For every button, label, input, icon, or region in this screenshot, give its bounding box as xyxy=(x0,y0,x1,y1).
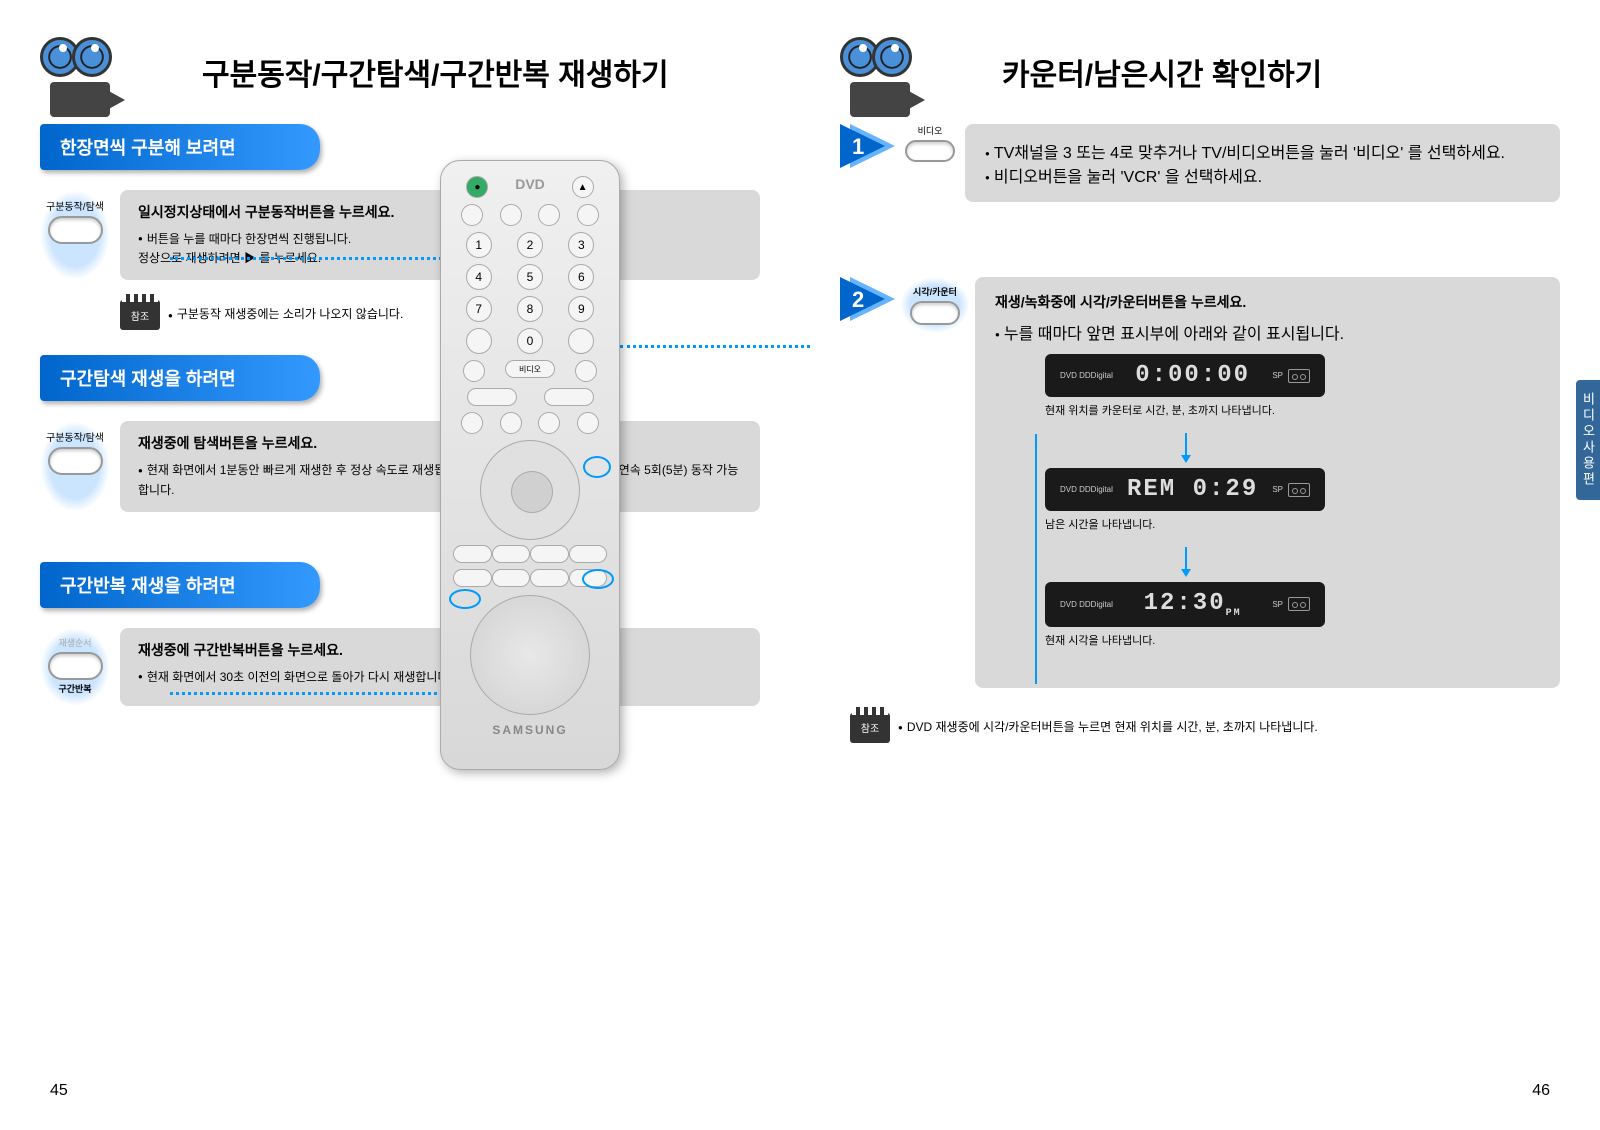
arrow-down-icon xyxy=(1185,433,1187,458)
step-number-2: 2 xyxy=(840,277,895,322)
section-2-content: 구분동작/탐색 재생중에 탐색버튼을 누르세요. 현재 화면에서 1분동안 빠르… xyxy=(40,421,760,511)
page-number-left: 45 xyxy=(50,1082,68,1100)
arrow-down-icon xyxy=(1185,547,1187,572)
button-icon-search: 구분동작/탐색 xyxy=(40,421,110,511)
section-header-3: 구간반복 재생을 하려면 xyxy=(40,562,320,608)
step-number-1: 1 xyxy=(840,124,895,169)
note-text-right: DVD 재생중에 시각/카운터버튼을 누르면 현재 위치를 시간, 분, 초까지… xyxy=(898,713,1318,735)
display-panel-1: DVD DDDigital 0:00:00 SP xyxy=(1045,354,1325,397)
display-panel-3: DVD DDDigital 12:30PM SP xyxy=(1045,582,1325,627)
right-title-row: 카운터/남은시간 확인하기 xyxy=(840,20,1560,94)
clapperboard-icon: 참조 xyxy=(120,300,160,330)
step2-info: 재생/녹화중에 시각/카운터버튼을 누르세요. 누를 때마다 앞면 표시부에 아… xyxy=(975,277,1560,688)
button-shape-icon xyxy=(48,652,103,680)
highlight-circle-3 xyxy=(449,589,481,609)
display-caption-1: 현재 위치를 카운터로 시간, 분, 초까지 나타냅니다. xyxy=(1045,402,1540,418)
note-right: 참조 DVD 재생중에 시각/카운터버튼을 누르면 현재 위치를 시간, 분, … xyxy=(850,713,1560,743)
right-page-title: 카운터/남은시간 확인하기 xyxy=(1002,50,1322,94)
display-panel-2: DVD DDDigital REM 0:29 SP xyxy=(1045,468,1325,511)
highlight-circle-2 xyxy=(582,569,614,589)
section-1-content: 구분동작/탐색 일시정지상태에서 구분동작버튼을 누르세요. 버튼을 누를 때마… xyxy=(40,190,760,280)
step1-text1: TV채널을 3 또는 4로 맞추거나 TV/비디오버튼을 눌러 '비디오' 를 … xyxy=(985,139,1540,163)
step2-main: 재생/녹화중에 시각/카운터버튼을 누르세요. xyxy=(995,292,1540,312)
step1-info: TV채널을 3 또는 4로 맞추거나 TV/비디오버튼을 눌러 '비디오' 를 … xyxy=(965,124,1560,202)
step-2: 2 시각/카운터 재생/녹화중에 시각/카운터버튼을 누르세요. 누를 때마다 … xyxy=(840,277,1560,688)
note-text-1: 구분동작 재생중에는 소리가 나오지 않습니다. xyxy=(168,300,403,322)
button-icon-step: 구분동작/탐색 xyxy=(40,190,110,280)
remote-dpad xyxy=(480,440,580,540)
left-page: 구분동작/구간탐색/구간반복 재생하기 한장면씩 구분해 보려면 구분동작/탐색… xyxy=(0,0,800,1130)
button-shape-icon xyxy=(48,447,103,475)
cassette-icon xyxy=(1288,369,1310,383)
loop-arrow xyxy=(1035,434,1037,684)
side-tab: 비디오사용편 xyxy=(1576,380,1600,500)
right-page: 카운터/남은시간 확인하기 1 비디오 TV채널을 3 또는 4로 맞추거나 T… xyxy=(800,0,1600,1130)
left-title-row: 구분동작/구간탐색/구간반복 재생하기 xyxy=(40,20,760,94)
remote-jog-dial xyxy=(470,595,590,715)
manual-spread: 구분동작/구간탐색/구간반복 재생하기 한장면씩 구분해 보려면 구분동작/탐색… xyxy=(0,0,1600,1130)
cassette-icon xyxy=(1288,597,1310,611)
cassette-icon xyxy=(1288,483,1310,497)
section-header-1: 한장면씩 구분해 보려면 xyxy=(40,124,320,170)
display-caption-2: 남은 시간을 나타냅니다. xyxy=(1045,516,1540,532)
display-caption-3: 현재 시각을 나타냅니다. xyxy=(1045,632,1540,648)
section-header-2: 구간탐색 재생을 하려면 xyxy=(40,355,320,401)
remote-control: ●DVD▲ 123 456 789 0 비디오 SAMSUNG xyxy=(440,160,620,770)
connector-line-3 xyxy=(170,692,455,695)
highlight-circle-1 xyxy=(583,456,611,478)
button-icon-repeat: 재생순서 구간반복 xyxy=(40,628,110,706)
display-value-3: 12:30PM xyxy=(1144,590,1242,619)
camera-icon xyxy=(840,37,912,77)
clock-counter-button-icon: 시각/카운터 xyxy=(900,277,970,333)
video-button-icon: 비디오 xyxy=(900,124,960,162)
button-shape-icon xyxy=(910,301,960,325)
displays-container: DVD DDDigital 0:00:00 SP 현재 위치를 카운터로 시간,… xyxy=(995,354,1540,648)
step2-sub: 누를 때마다 앞면 표시부에 아래와 같이 표시됩니다. xyxy=(995,320,1540,344)
connector-line-right xyxy=(620,345,810,348)
step-1: 1 비디오 TV채널을 3 또는 4로 맞추거나 TV/비디오버튼을 눌러 '비… xyxy=(840,124,1560,202)
clapperboard-icon: 참조 xyxy=(850,713,890,743)
display-value-1: 0:00:00 xyxy=(1135,362,1250,389)
button-shape-icon xyxy=(905,140,955,162)
remote-brand: SAMSUNG xyxy=(453,723,607,737)
display-value-2: REM 0:29 xyxy=(1127,476,1258,503)
page-number-right: 46 xyxy=(1532,1082,1550,1100)
step1-text2: 비디오버튼을 눌러 'VCR' 을 선택하세요. xyxy=(985,163,1540,187)
camera-icon xyxy=(40,37,112,77)
button-shape-icon xyxy=(48,216,103,244)
left-page-title: 구분동작/구간탐색/구간반복 재생하기 xyxy=(202,50,669,94)
